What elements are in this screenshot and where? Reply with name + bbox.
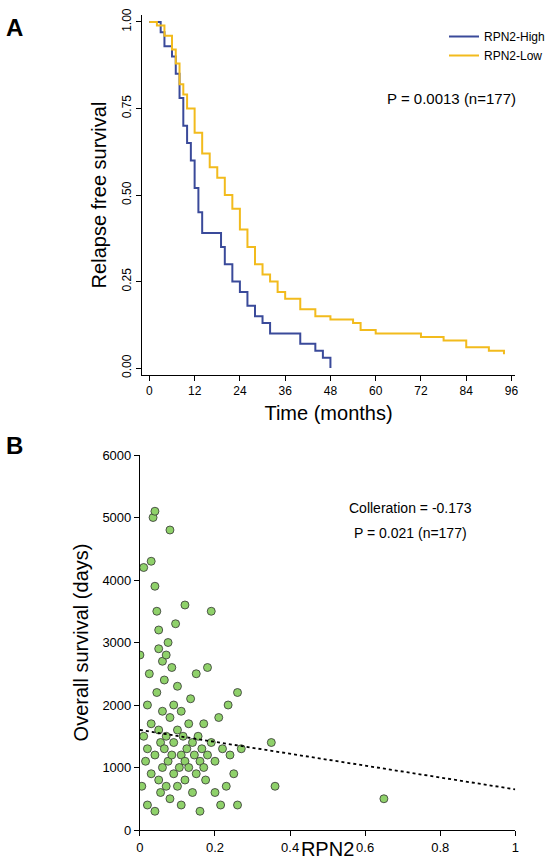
svg-text:0.8: 0.8 (431, 840, 449, 855)
svg-text:0: 0 (124, 823, 131, 838)
svg-text:96: 96 (505, 384, 519, 398)
svg-text:0.00: 0.00 (120, 354, 134, 378)
svg-text:1.00: 1.00 (120, 8, 134, 32)
svg-text:5000: 5000 (102, 510, 131, 525)
svg-text:0.6: 0.6 (356, 840, 374, 855)
svg-text:72: 72 (414, 384, 428, 398)
svg-text:36: 36 (278, 384, 292, 398)
svg-text:0: 0 (136, 840, 143, 855)
svg-text:6000: 6000 (102, 448, 131, 463)
svg-text:0.50: 0.50 (120, 181, 134, 205)
svg-text:Colleration = -0.173: Colleration = -0.173 (349, 500, 472, 516)
svg-text:12: 12 (188, 384, 202, 398)
svg-text:3000: 3000 (102, 635, 131, 650)
svg-text:A: A (6, 14, 23, 41)
svg-text:0.75: 0.75 (120, 95, 134, 119)
svg-text:RPN2-Low: RPN2-Low (484, 49, 542, 63)
svg-text:1: 1 (512, 840, 519, 855)
svg-text:2000: 2000 (102, 698, 131, 713)
svg-text:24: 24 (233, 384, 247, 398)
svg-text:60: 60 (369, 384, 383, 398)
svg-text:0.4: 0.4 (281, 840, 299, 855)
svg-text:P = 0.0013 (n=177): P = 0.0013 (n=177) (387, 90, 516, 107)
svg-text:48: 48 (324, 384, 338, 398)
svg-text:0.25: 0.25 (120, 268, 134, 292)
svg-text:Overall survival (days): Overall survival (days) (70, 544, 92, 742)
svg-text:Time (months): Time (months) (264, 402, 392, 424)
svg-text:Relapse free survival: Relapse free survival (88, 102, 110, 289)
svg-text:0: 0 (146, 384, 153, 398)
svg-text:4000: 4000 (102, 573, 131, 588)
svg-text:RPN2: RPN2 (301, 838, 354, 860)
svg-text:P = 0.021 (n=177): P = 0.021 (n=177) (354, 525, 467, 541)
svg-text:0.2: 0.2 (206, 840, 224, 855)
svg-text:1000: 1000 (102, 760, 131, 775)
svg-text:84: 84 (460, 384, 474, 398)
svg-text:B: B (6, 432, 23, 459)
svg-text:RPN2-High: RPN2-High (484, 30, 545, 44)
